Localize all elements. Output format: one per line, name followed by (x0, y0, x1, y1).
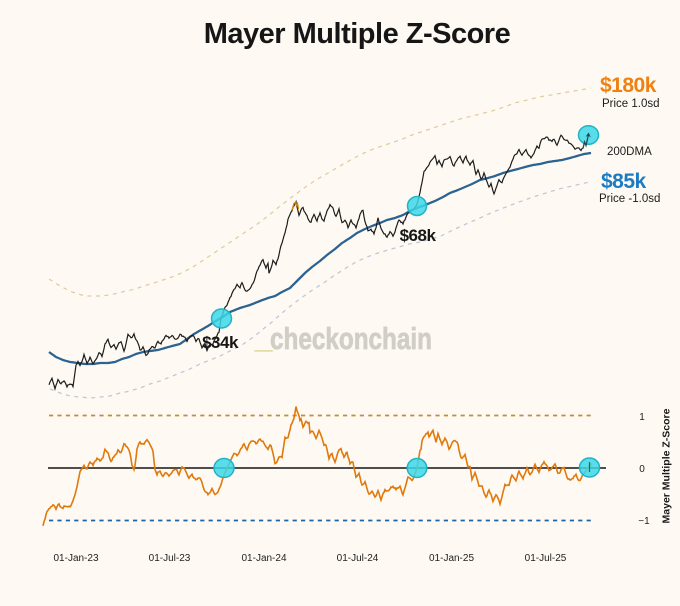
svg-text:$68k: $68k (400, 226, 437, 245)
svg-text:01-Jul-25: 01-Jul-25 (525, 553, 567, 564)
svg-text:Mayer Multiple Z-Score: Mayer Multiple Z-Score (204, 18, 511, 50)
svg-text:checkonchain: checkonchain (270, 321, 432, 356)
svg-text:01-Jul-23: 01-Jul-23 (149, 553, 191, 564)
svg-text:0: 0 (639, 464, 645, 475)
svg-text:Price -1.0sd: Price -1.0sd (599, 193, 660, 205)
svg-text:01-Jan-23: 01-Jan-23 (53, 553, 98, 564)
svg-text:$85k: $85k (601, 170, 647, 193)
svg-text:−1: −1 (638, 516, 650, 527)
svg-text:01-Jan-25: 01-Jan-25 (429, 553, 474, 564)
svg-text:$34k: $34k (202, 333, 239, 352)
svg-text:1: 1 (639, 412, 645, 423)
svg-text:Mayer Multiple Z-Score: Mayer Multiple Z-Score (661, 408, 673, 523)
svg-text:_: _ (254, 320, 273, 355)
svg-text:Price 1.0sd: Price 1.0sd (602, 98, 660, 110)
svg-text:01-Jan-24: 01-Jan-24 (241, 553, 286, 564)
svg-text:200DMA: 200DMA (607, 146, 652, 158)
svg-text:01-Jul-24: 01-Jul-24 (337, 553, 379, 564)
svg-text:$180k: $180k (600, 74, 657, 97)
